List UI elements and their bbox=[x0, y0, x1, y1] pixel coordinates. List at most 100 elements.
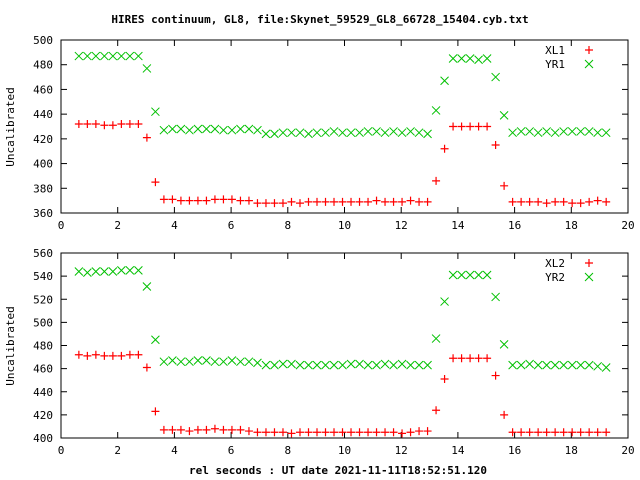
plot-frame bbox=[60, 252, 629, 439]
y-tick-label: 360 bbox=[33, 207, 53, 220]
data-point bbox=[397, 359, 407, 369]
legend-marker bbox=[584, 272, 594, 282]
data-point bbox=[278, 359, 288, 369]
y-tick-label: 500 bbox=[33, 316, 53, 329]
data-point bbox=[134, 265, 143, 275]
data-point bbox=[261, 360, 271, 370]
data-point bbox=[559, 127, 568, 136]
data-point bbox=[491, 371, 500, 380]
plot-frame bbox=[60, 39, 629, 214]
data-point bbox=[593, 196, 602, 205]
y-axis-label-bottom: Uncalibrated bbox=[4, 306, 17, 385]
data-point bbox=[440, 375, 449, 384]
data-point bbox=[525, 359, 534, 369]
legend-marker bbox=[584, 59, 594, 69]
data-point bbox=[168, 425, 177, 434]
data-point bbox=[542, 199, 551, 208]
data-point bbox=[329, 360, 339, 370]
x-tick-label: 0 bbox=[58, 444, 65, 457]
y-tick-label: 420 bbox=[33, 133, 53, 146]
data-point bbox=[406, 127, 415, 136]
data-point bbox=[193, 124, 203, 134]
data-point bbox=[321, 428, 330, 437]
data-point bbox=[210, 124, 220, 134]
data-point bbox=[125, 350, 134, 359]
data-point bbox=[466, 354, 475, 363]
data-point bbox=[431, 106, 441, 115]
data-point bbox=[474, 55, 483, 65]
data-point bbox=[551, 428, 560, 437]
data-point bbox=[551, 197, 560, 206]
data-point bbox=[576, 428, 585, 437]
data-point bbox=[593, 361, 603, 371]
data-point bbox=[500, 181, 509, 190]
data-point bbox=[542, 127, 551, 136]
data-point bbox=[236, 196, 245, 205]
data-point bbox=[593, 128, 603, 138]
data-point bbox=[559, 428, 568, 437]
data-point bbox=[601, 363, 611, 372]
data-point bbox=[270, 129, 279, 139]
data-point bbox=[372, 428, 381, 437]
data-point bbox=[330, 428, 339, 437]
data-point bbox=[423, 197, 432, 206]
data-point bbox=[347, 428, 356, 437]
data-point bbox=[185, 125, 194, 135]
x-tick-label: 8 bbox=[284, 219, 291, 232]
y-tick-label: 500 bbox=[33, 34, 53, 47]
data-point bbox=[74, 51, 84, 61]
data-point bbox=[193, 356, 203, 365]
x-axis-label: rel seconds : UT date 2021-11-11T18:52:5… bbox=[189, 464, 487, 477]
data-point bbox=[151, 107, 160, 117]
data-point bbox=[593, 428, 602, 437]
data-point bbox=[304, 129, 313, 139]
data-point bbox=[542, 428, 551, 437]
data-point bbox=[381, 428, 390, 437]
data-point bbox=[312, 360, 322, 370]
x-tick-label: 8 bbox=[284, 444, 291, 457]
data-point bbox=[236, 357, 245, 367]
data-point bbox=[432, 176, 441, 185]
data-point bbox=[602, 197, 611, 206]
data-point bbox=[159, 357, 169, 367]
data-point bbox=[304, 360, 313, 370]
x-tick-label: 20 bbox=[621, 219, 634, 232]
data-point bbox=[372, 127, 381, 136]
data-point bbox=[100, 267, 109, 276]
data-point bbox=[347, 197, 356, 206]
data-point bbox=[534, 428, 543, 437]
x-tick-label: 16 bbox=[508, 219, 521, 232]
data-point bbox=[457, 122, 466, 131]
data-point bbox=[142, 133, 151, 142]
data-point bbox=[584, 360, 594, 370]
data-point bbox=[168, 356, 177, 365]
data-point bbox=[516, 127, 526, 136]
data-point bbox=[210, 357, 220, 367]
data-point bbox=[389, 197, 398, 206]
data-point bbox=[253, 428, 262, 437]
data-point bbox=[287, 128, 296, 138]
x-tick-label: 4 bbox=[171, 444, 178, 457]
data-point bbox=[406, 196, 415, 205]
data-point bbox=[74, 267, 84, 276]
data-point bbox=[423, 427, 432, 436]
data-point bbox=[355, 428, 364, 437]
x-tick-label: 10 bbox=[338, 444, 351, 457]
data-point bbox=[508, 197, 517, 206]
data-point bbox=[364, 197, 373, 206]
data-point bbox=[431, 334, 441, 343]
data-point bbox=[227, 425, 236, 434]
y-tick-label: 440 bbox=[33, 386, 53, 399]
legend-marker bbox=[585, 46, 593, 54]
data-point bbox=[457, 54, 466, 63]
data-point bbox=[108, 351, 117, 360]
data-point bbox=[287, 197, 296, 206]
data-point bbox=[193, 196, 202, 205]
data-point bbox=[346, 128, 356, 138]
data-point bbox=[389, 428, 398, 437]
data-point bbox=[210, 195, 219, 204]
data-point bbox=[219, 195, 228, 204]
data-point bbox=[525, 197, 534, 206]
data-point bbox=[517, 197, 526, 206]
